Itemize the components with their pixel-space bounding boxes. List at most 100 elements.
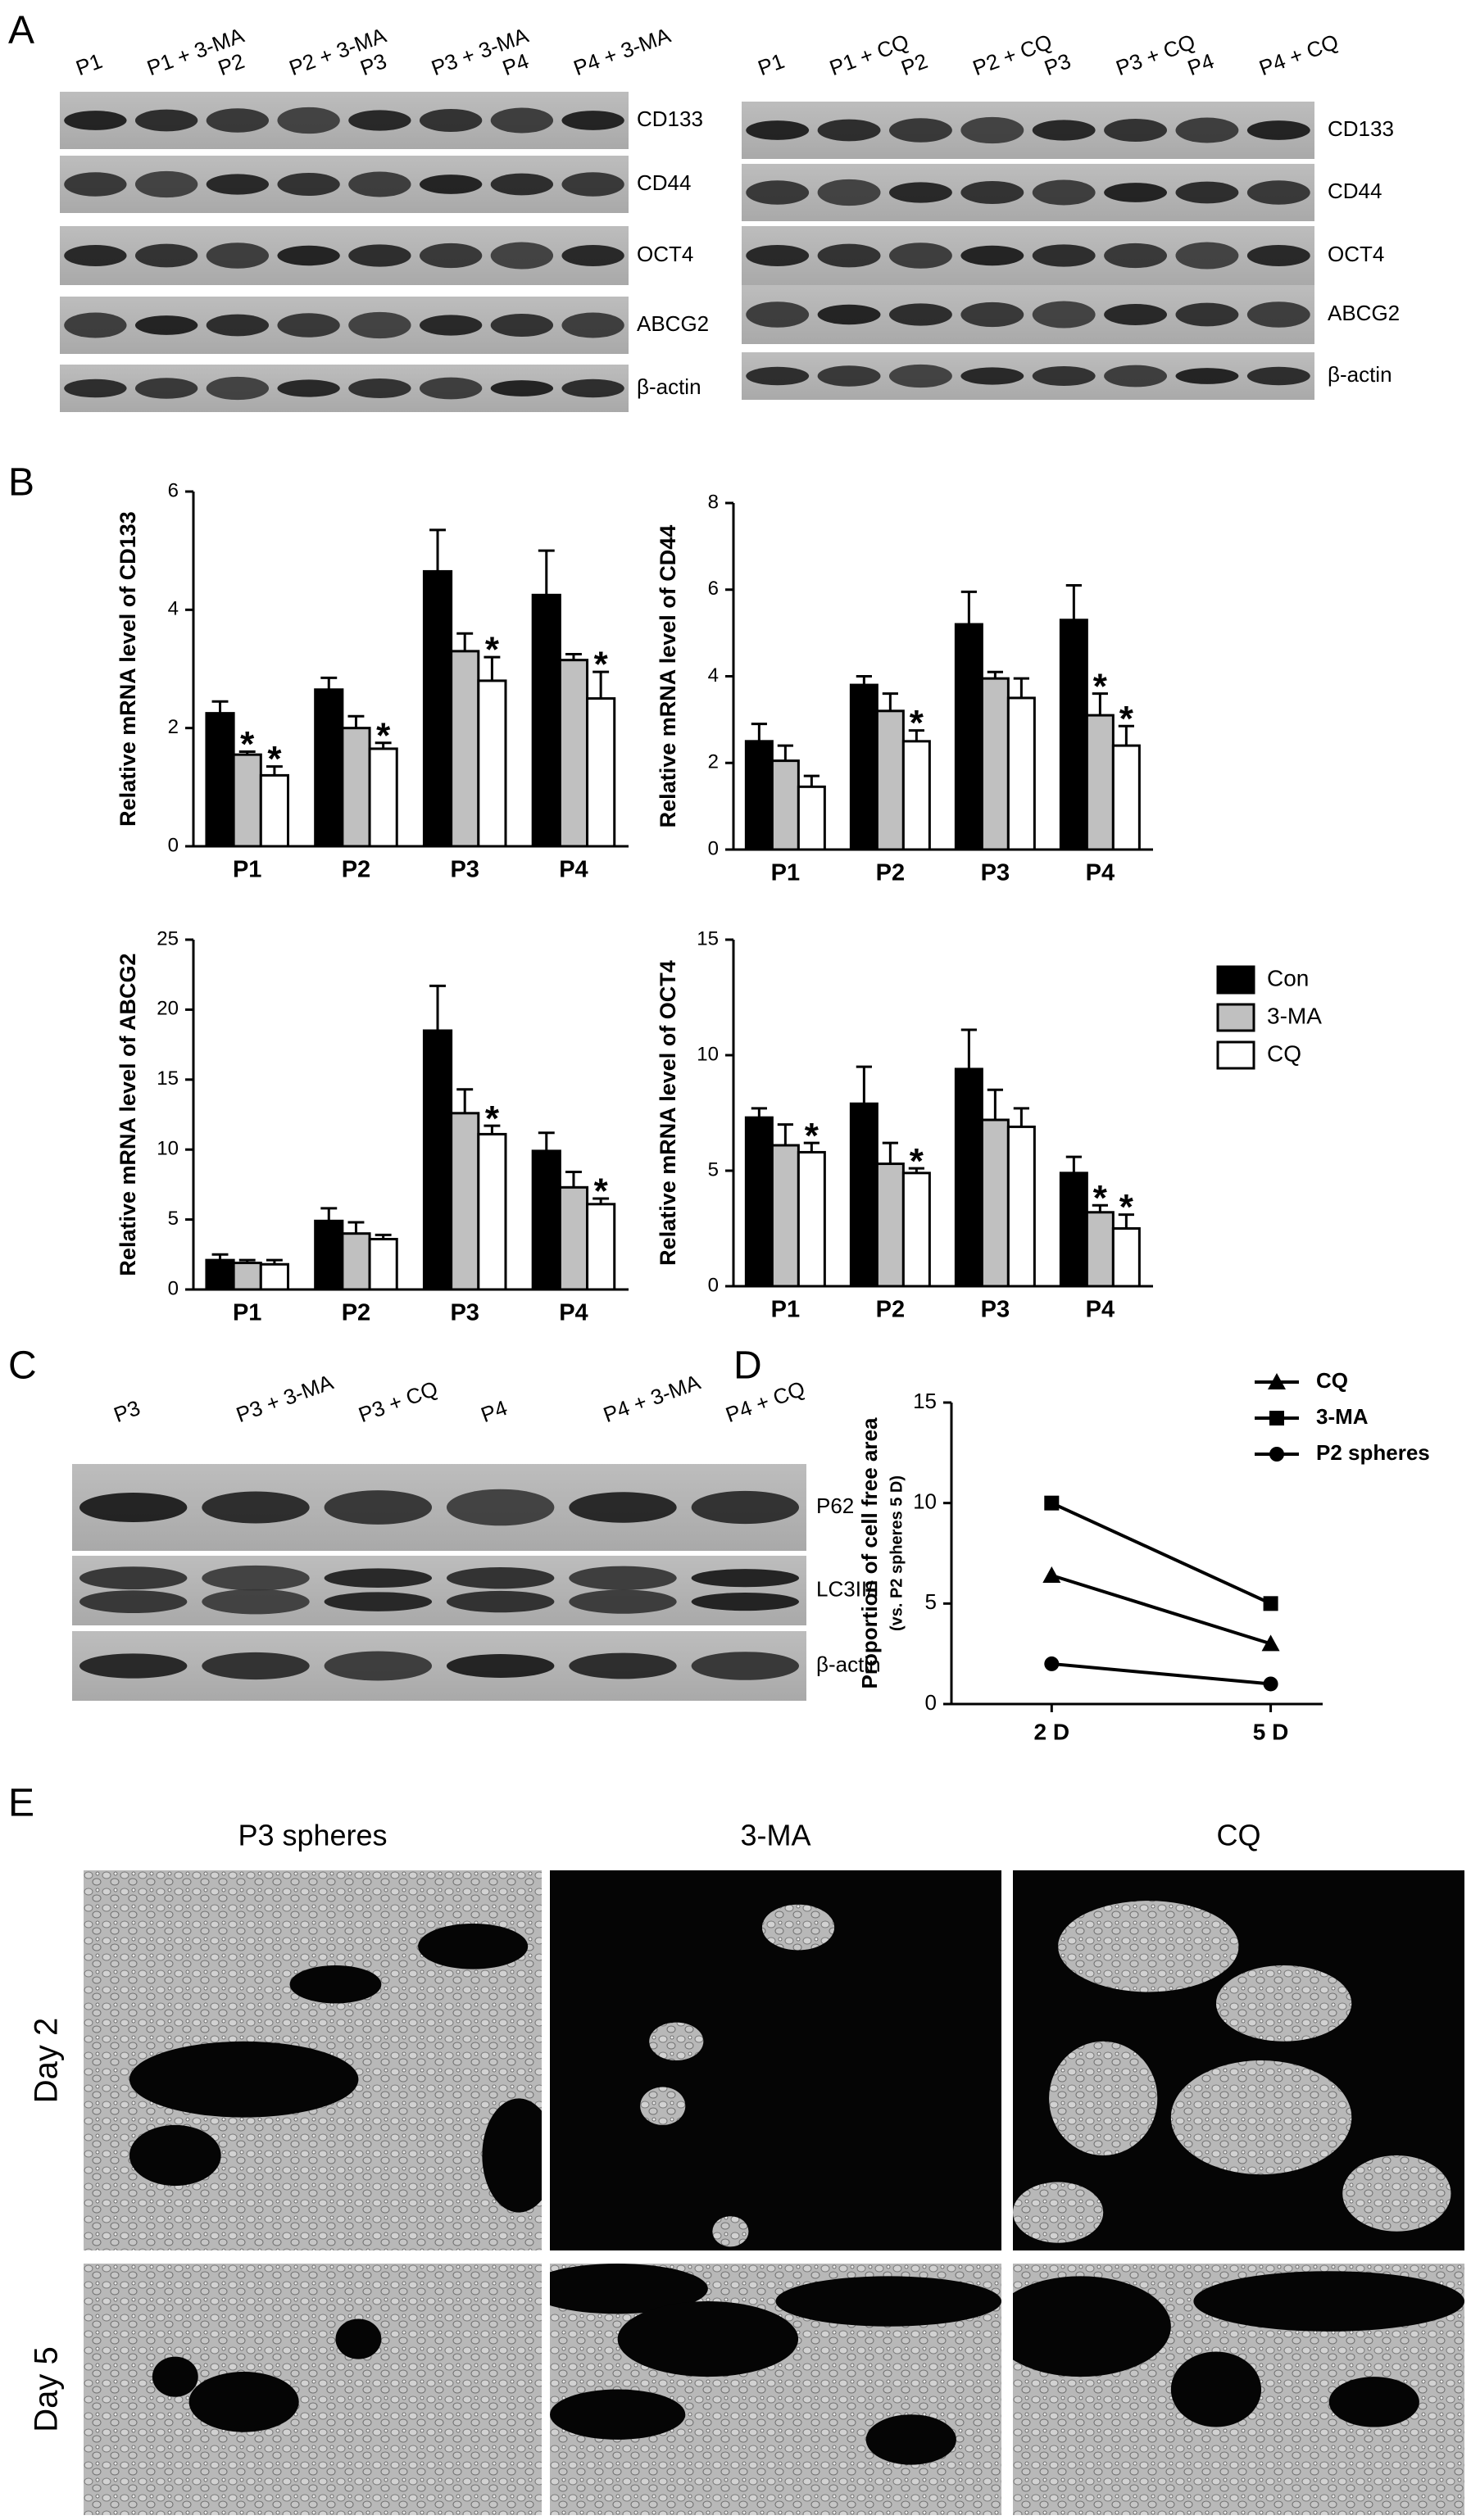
error-bar [538, 1131, 555, 1151]
micrograph-region [1170, 2060, 1352, 2175]
blot-band [490, 107, 554, 134]
micrograph-region [649, 2022, 704, 2060]
marker [1263, 1676, 1278, 1692]
x-tick-label: P2 [342, 857, 370, 883]
blot-band [561, 172, 624, 197]
legend-label: 3-MA [1316, 1404, 1369, 1429]
lane-label: P3 [111, 1395, 143, 1427]
bar [1111, 1227, 1141, 1288]
significance-mark: * [910, 703, 924, 743]
blot-band [746, 120, 810, 140]
micrograph [1013, 2264, 1464, 2515]
blot-band [348, 171, 411, 197]
blot-band [324, 1592, 433, 1611]
blot-band [202, 1565, 310, 1591]
micrograph [550, 2264, 1001, 2515]
bar [232, 1262, 262, 1291]
y-tick-label: 4 [168, 598, 179, 620]
blot-band [419, 377, 483, 400]
blot-band [277, 172, 340, 197]
lane-label: P2 + CQ [969, 29, 1056, 81]
marker [1269, 1447, 1284, 1462]
micrograph-region [712, 2216, 749, 2247]
x-tick-label: P3 [450, 1300, 479, 1326]
bar [450, 1112, 480, 1291]
micrograph-background [84, 2264, 542, 2515]
band-label: β-actin [637, 374, 701, 399]
error-bar [1065, 1155, 1082, 1173]
blot-band [419, 174, 483, 194]
bar [744, 740, 774, 851]
bar [744, 1116, 774, 1288]
marker [1042, 1566, 1061, 1583]
error-bar [1065, 583, 1082, 620]
band-label: ABCG2 [637, 311, 709, 336]
y-tick-label: 10 [157, 1138, 179, 1160]
blot-band [1175, 181, 1239, 204]
y-axis-label: Relative mRNA level of CD133 [116, 511, 140, 827]
blot-band [1032, 244, 1096, 267]
marker [1269, 1411, 1284, 1425]
bar [1006, 1125, 1036, 1288]
row-label: Day 5 [29, 2346, 65, 2432]
blot-band [419, 108, 483, 133]
y-axis-label: Relative mRNA level of OCT4 [656, 960, 680, 1266]
y-axis-label: Relative mRNA level of ABCG2 [116, 953, 140, 1276]
line [1051, 1661, 1271, 1686]
micrograph-region [865, 2414, 956, 2465]
x-tick-label: P3 [450, 857, 479, 883]
y-tick-label: 0 [708, 837, 719, 859]
error-bar [1013, 677, 1029, 698]
legend-label: P2 spheres [1316, 1440, 1430, 1465]
error-bar [960, 1028, 977, 1069]
blot-band [134, 109, 198, 132]
band-label: CD133 [1328, 116, 1394, 141]
bar [259, 773, 289, 848]
lane-label: P1 [755, 48, 788, 80]
significance-mark: * [376, 715, 391, 755]
blot-band [64, 111, 127, 130]
significance-mark: * [1119, 699, 1134, 739]
blot-band [569, 1589, 677, 1614]
blot-band [419, 242, 483, 269]
blot-band [1104, 118, 1168, 143]
panel-label: D [733, 1344, 762, 1388]
x-tick-label: P4 [1086, 1297, 1115, 1323]
band-label: OCT4 [1328, 242, 1384, 266]
error-bar [882, 692, 898, 711]
lane-label: P3 + 3-MA [233, 1369, 337, 1427]
micrograph-region [1215, 1965, 1352, 2042]
micrograph-region [1342, 2155, 1451, 2232]
blot-band [79, 1492, 188, 1523]
micrograph [1013, 1870, 1464, 2250]
micrograph [550, 1870, 1001, 2250]
blot-band [348, 110, 411, 131]
blot-band [277, 379, 340, 397]
panel-label: B [8, 461, 34, 505]
blot-band [817, 179, 881, 206]
blot-band [1032, 120, 1096, 141]
blot-band [1175, 368, 1239, 384]
bar [477, 679, 507, 848]
y-tick-label: 0 [168, 834, 179, 856]
x-tick-label: P2 [342, 1300, 370, 1326]
blot-band [691, 1490, 800, 1525]
error-bar [1013, 1107, 1029, 1127]
error-bar [429, 984, 446, 1031]
band-label: ABCG2 [1328, 301, 1400, 325]
blot-band [206, 376, 270, 401]
micrograph-region [188, 2372, 299, 2432]
bar [586, 1203, 616, 1291]
y-tick-label: 25 [157, 927, 179, 950]
marker [1261, 1634, 1280, 1652]
lane-label: P1 + CQ [826, 29, 912, 81]
error-bar [882, 1141, 898, 1164]
significance-mark: * [1093, 666, 1108, 706]
blot-band [79, 1566, 188, 1590]
error-bar [856, 675, 872, 686]
legend-swatch [1216, 1003, 1255, 1032]
error-bar [777, 1123, 793, 1145]
bar [422, 1029, 453, 1291]
error-bar [429, 528, 446, 572]
error-bar [565, 1171, 582, 1188]
